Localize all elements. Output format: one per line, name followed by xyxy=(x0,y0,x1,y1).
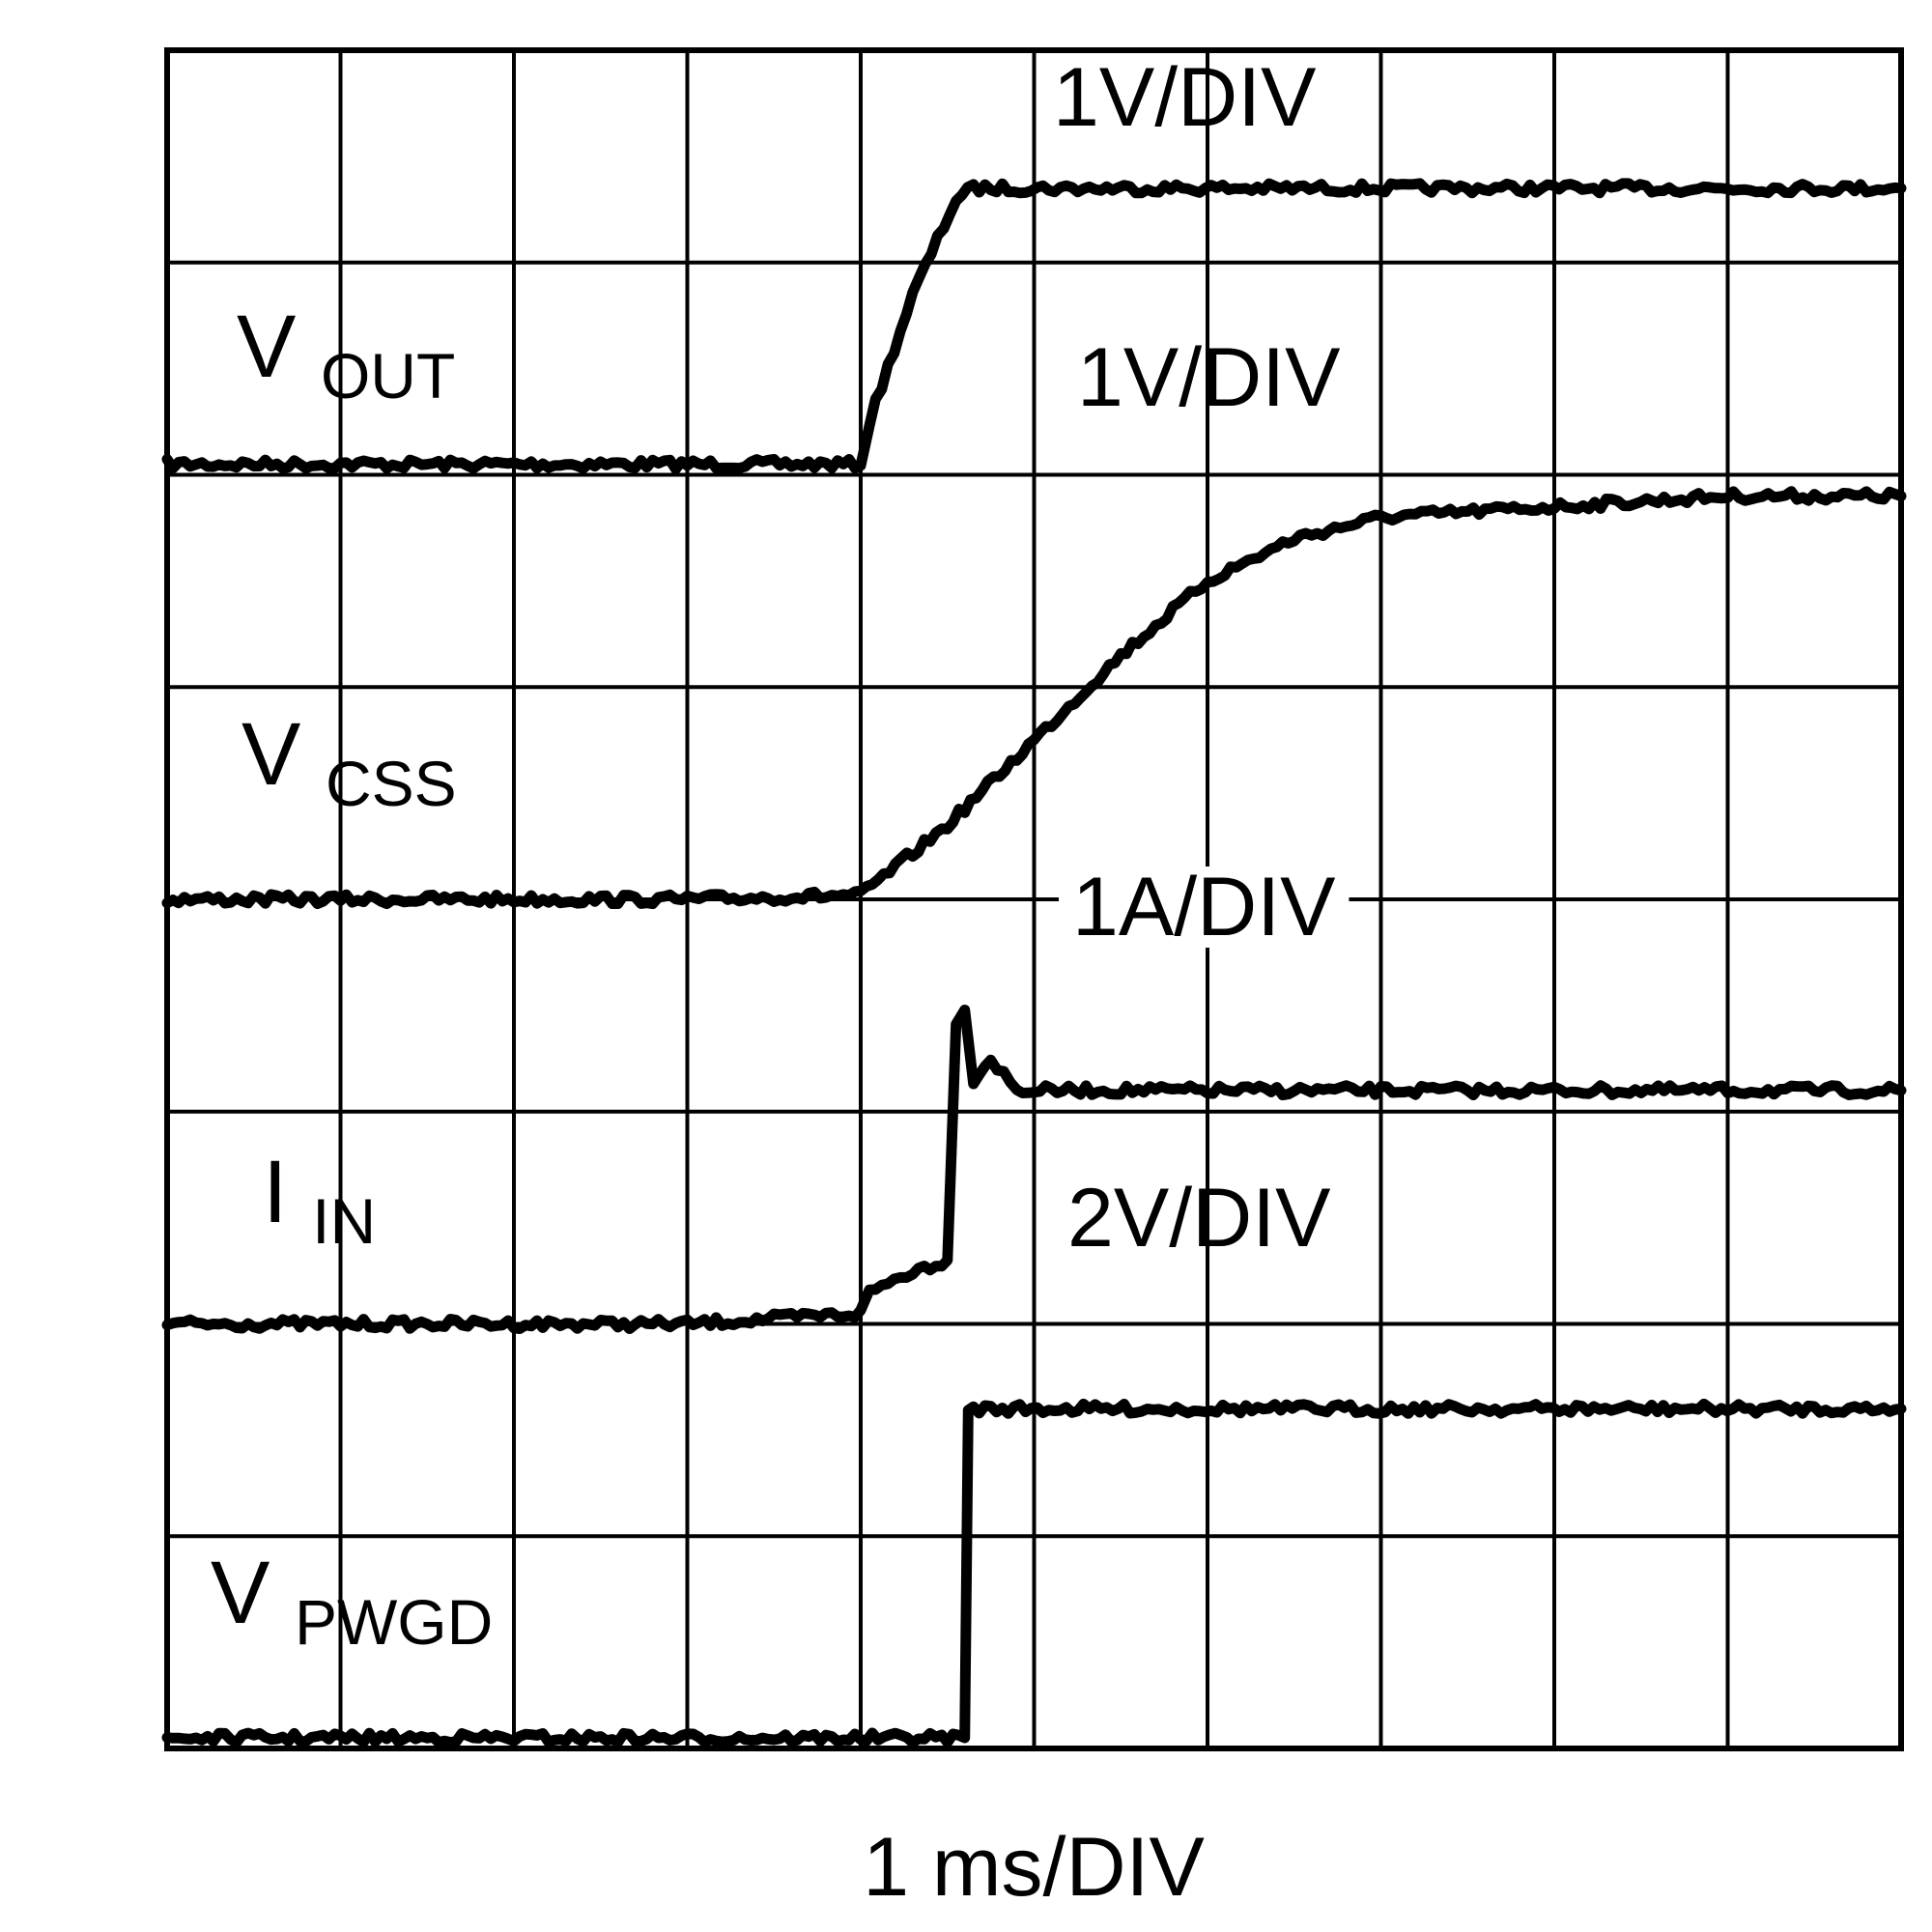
vcss-channel-letter: V xyxy=(242,705,300,804)
vcss-trace xyxy=(161,486,1907,910)
vout-channel-label: V OUT xyxy=(237,298,455,412)
vpwgd-channel-letter: V xyxy=(211,1544,270,1642)
vpwgd-scale-label: 2V/DIV xyxy=(1067,1172,1330,1264)
vpwgd-trace xyxy=(161,1398,1907,1748)
time-base-label: 1 ms/DIV xyxy=(863,1821,1205,1914)
vpwgd-channel-subscript: PWGD xyxy=(295,1586,493,1658)
iin-channel-subscript: IN xyxy=(312,1185,376,1257)
vcss-channel-subscript: CSS xyxy=(326,748,457,819)
vpwgd-channel-label: V PWGD xyxy=(211,1544,493,1658)
iin-channel-label: I IN xyxy=(263,1143,376,1257)
traces xyxy=(161,178,1907,1748)
iin-scale-label: 1A/DIV xyxy=(1072,861,1335,953)
vout-trace xyxy=(161,178,1907,474)
vout-scale-label: 1V/DIV xyxy=(1053,51,1316,144)
iin-trace xyxy=(161,1005,1907,1334)
vcss-channel-label: V CSS xyxy=(242,705,457,819)
vout-channel-letter: V xyxy=(237,298,296,396)
vcss-scale-label: 1V/DIV xyxy=(1077,331,1340,424)
scale-label-backdrop xyxy=(1059,867,1350,948)
iin-channel-letter: I xyxy=(263,1143,288,1241)
vout-channel-subscript: OUT xyxy=(321,340,455,412)
